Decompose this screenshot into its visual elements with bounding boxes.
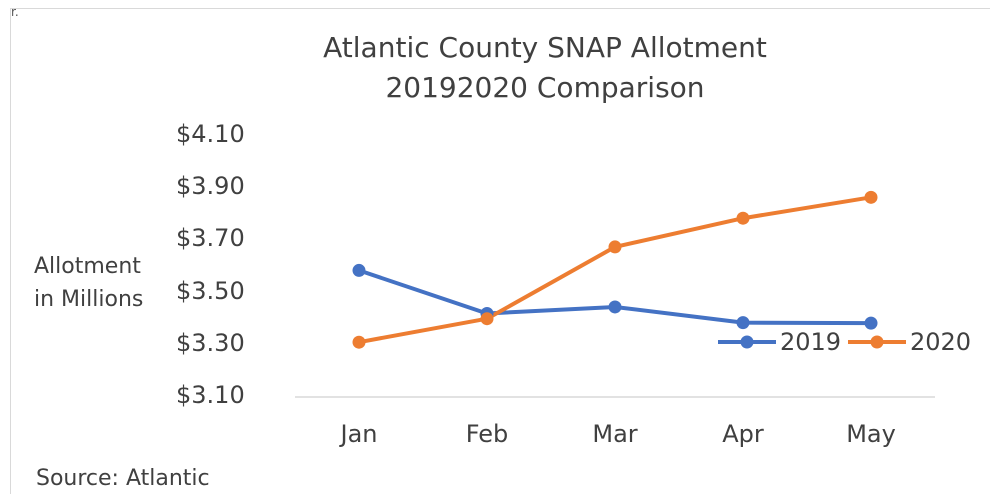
chart-title-line2: 20192020 Comparison <box>385 71 705 104</box>
y-tick-label: $3.50 <box>176 276 245 305</box>
y-axis-label-line2: in Millions <box>34 287 144 312</box>
x-tick-label: May <box>846 420 896 448</box>
y-tick-label: $3.70 <box>176 224 245 253</box>
legend <box>718 335 906 349</box>
data-point-2019 <box>864 316 878 330</box>
chart-frame: r. <box>10 5 990 494</box>
y-tick-label: $3.10 <box>176 381 245 409</box>
data-point-2020 <box>864 190 878 204</box>
y-tick-label: $3.90 <box>176 172 245 201</box>
data-point-2020 <box>608 240 622 254</box>
corner-mark: r. <box>11 5 19 19</box>
legend-marker-2020 <box>870 335 884 349</box>
data-point-2019 <box>352 263 366 277</box>
chart-title-line1: Atlantic County SNAP Allotment <box>323 31 767 64</box>
data-point-2020 <box>480 312 494 326</box>
series-line-2019 <box>358 268 872 326</box>
source-note: Source: Atlantic <box>36 466 210 491</box>
series-line-2020 <box>358 195 872 345</box>
y-tick-label: $3.30 <box>176 328 245 357</box>
data-point-2020 <box>736 211 750 225</box>
y-tick-label: $4.10 <box>176 120 245 148</box>
data-point-2019 <box>608 300 622 314</box>
x-tick-label: Mar <box>592 420 638 448</box>
data-point-2020 <box>352 335 366 349</box>
series-layer <box>352 190 878 349</box>
y-axis-label-line1: Allotment <box>34 254 141 279</box>
x-tick-label: Apr <box>722 420 764 448</box>
y-axis-label: Allotment in Millions <box>34 250 143 316</box>
legend-label-2020: 2020 <box>910 328 972 356</box>
legend-marker-2019 <box>740 335 754 349</box>
x-tick-label: Feb <box>465 420 509 448</box>
x-tick-label: Jan <box>340 420 378 448</box>
data-point-2019 <box>736 316 750 330</box>
legend-label-2019: 2019 <box>780 328 842 356</box>
